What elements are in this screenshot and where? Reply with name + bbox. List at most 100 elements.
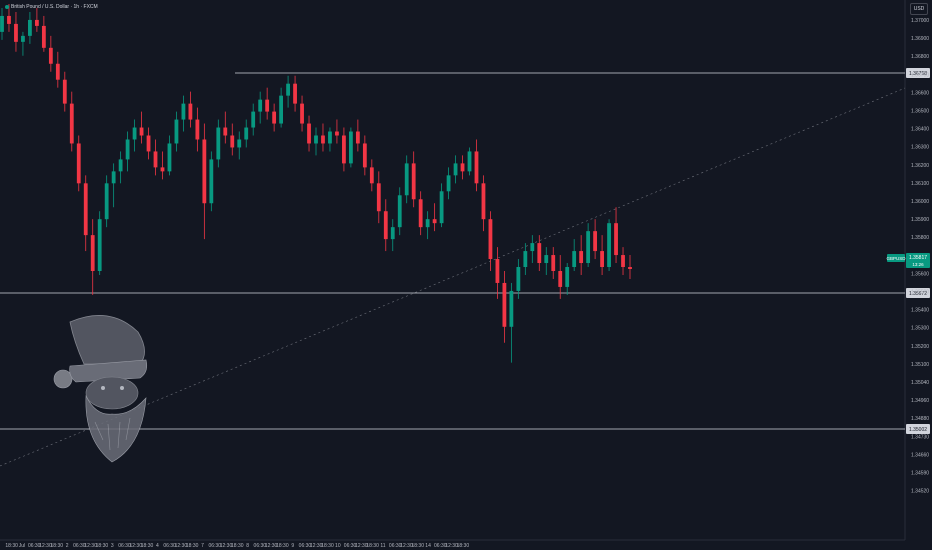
candle-body bbox=[335, 131, 339, 136]
candle-body bbox=[118, 159, 123, 172]
price-tick-label: 1.36100 bbox=[911, 181, 929, 187]
candle-body bbox=[495, 259, 500, 283]
candle bbox=[48, 35, 53, 72]
candle bbox=[258, 91, 263, 124]
candle-body bbox=[628, 267, 632, 270]
candle bbox=[272, 103, 277, 132]
candle-body bbox=[579, 251, 584, 264]
candle bbox=[216, 119, 221, 168]
candle-body bbox=[523, 251, 528, 268]
candle-body bbox=[342, 135, 346, 164]
candle bbox=[223, 111, 228, 144]
candle bbox=[411, 151, 416, 208]
price-tick-label: 1.36200 bbox=[911, 163, 929, 169]
price-tick-label: 1.35300 bbox=[911, 326, 929, 332]
candle bbox=[251, 103, 256, 136]
time-tick-label: 18:30 bbox=[141, 543, 154, 549]
time-tick-label: 18:30 bbox=[51, 543, 64, 549]
candle-body bbox=[432, 219, 437, 224]
candle bbox=[307, 115, 311, 152]
candlestick-series bbox=[0, 3, 632, 363]
currency-button[interactable]: USD bbox=[910, 3, 928, 15]
price-tick-label: 1.36900 bbox=[911, 36, 929, 42]
candle bbox=[174, 111, 179, 152]
candle-body bbox=[174, 119, 179, 144]
price-tick-label: 1.36400 bbox=[911, 127, 929, 133]
candle-body bbox=[488, 219, 493, 260]
candle bbox=[265, 87, 270, 120]
candle bbox=[244, 119, 249, 148]
candle bbox=[153, 139, 158, 176]
candle-body bbox=[125, 139, 130, 160]
candle bbox=[111, 163, 116, 208]
candle-body bbox=[300, 103, 304, 124]
candle-body bbox=[614, 223, 618, 256]
candle bbox=[530, 235, 535, 264]
candle-body bbox=[111, 171, 116, 184]
candle-body bbox=[376, 183, 381, 212]
price-tick-label: 1.34730 bbox=[911, 434, 929, 440]
candle-body bbox=[104, 183, 109, 220]
time-tick-label: 12:30 bbox=[220, 543, 233, 549]
candle bbox=[188, 91, 193, 128]
time-tick-label: 12:30 bbox=[355, 543, 368, 549]
price-tick-label: 1.36700 bbox=[911, 72, 929, 78]
price-tick-label: 1.35600 bbox=[911, 271, 929, 277]
level-badge-label: 1.35002 bbox=[909, 427, 927, 433]
time-tick-label: 06:30 bbox=[163, 543, 176, 549]
candle-body bbox=[586, 231, 591, 264]
candle bbox=[628, 255, 632, 279]
candle bbox=[28, 11, 32, 44]
candle bbox=[293, 75, 297, 112]
candle bbox=[146, 127, 151, 160]
candle-body bbox=[21, 35, 25, 42]
candle bbox=[328, 127, 332, 152]
candle-body bbox=[446, 175, 451, 192]
level-badge bbox=[906, 288, 930, 298]
candle bbox=[621, 247, 625, 275]
time-tick-label: 18:30 bbox=[411, 543, 424, 549]
price-tick-label: 1.36600 bbox=[911, 90, 929, 96]
candle bbox=[390, 219, 395, 252]
candle-body bbox=[34, 19, 39, 26]
price-tick-label: 1.36000 bbox=[911, 199, 929, 205]
candle-body bbox=[90, 235, 95, 271]
candle bbox=[418, 191, 423, 236]
candle-body bbox=[467, 151, 472, 172]
candle bbox=[607, 219, 611, 271]
price-tick-label: 1.34590 bbox=[911, 471, 929, 477]
candle-body bbox=[502, 282, 507, 327]
time-tick-label: 18:30 bbox=[366, 543, 379, 549]
time-tick-label: 18:30 bbox=[96, 543, 109, 549]
candle-body bbox=[160, 167, 165, 172]
price-axis[interactable]: 1.37000 1.36900 1.36800 1.36700 1.36600 1.365… bbox=[911, 18, 929, 495]
candle-body bbox=[272, 111, 277, 124]
candle bbox=[614, 207, 618, 264]
price-tick-label: 1.34660 bbox=[911, 452, 929, 458]
price-tick-label: 1.35400 bbox=[911, 308, 929, 314]
time-tick-label: 06:30 bbox=[389, 543, 402, 549]
candle bbox=[209, 151, 214, 212]
candle-body bbox=[55, 63, 60, 80]
level-badge bbox=[906, 424, 930, 434]
candle-body bbox=[244, 127, 249, 140]
candle bbox=[21, 31, 25, 56]
time-tick-label: 11 bbox=[380, 543, 385, 549]
candle-body bbox=[76, 143, 81, 184]
time-tick-label: 18:30 bbox=[5, 543, 18, 549]
horizontal-levels[interactable]: 1.36758 1.35672 1.35002 bbox=[0, 68, 930, 434]
candle bbox=[230, 123, 235, 156]
trendline[interactable] bbox=[0, 87, 906, 467]
candle-body bbox=[181, 103, 186, 120]
candle bbox=[383, 199, 388, 252]
candle bbox=[279, 87, 284, 128]
candle-body bbox=[132, 127, 137, 140]
candle bbox=[55, 51, 60, 88]
time-tick-label: 06:30 bbox=[434, 543, 447, 549]
candle-body bbox=[314, 135, 318, 144]
candle bbox=[509, 282, 514, 363]
symbol-badge-label: GBPUSD bbox=[886, 256, 906, 261]
